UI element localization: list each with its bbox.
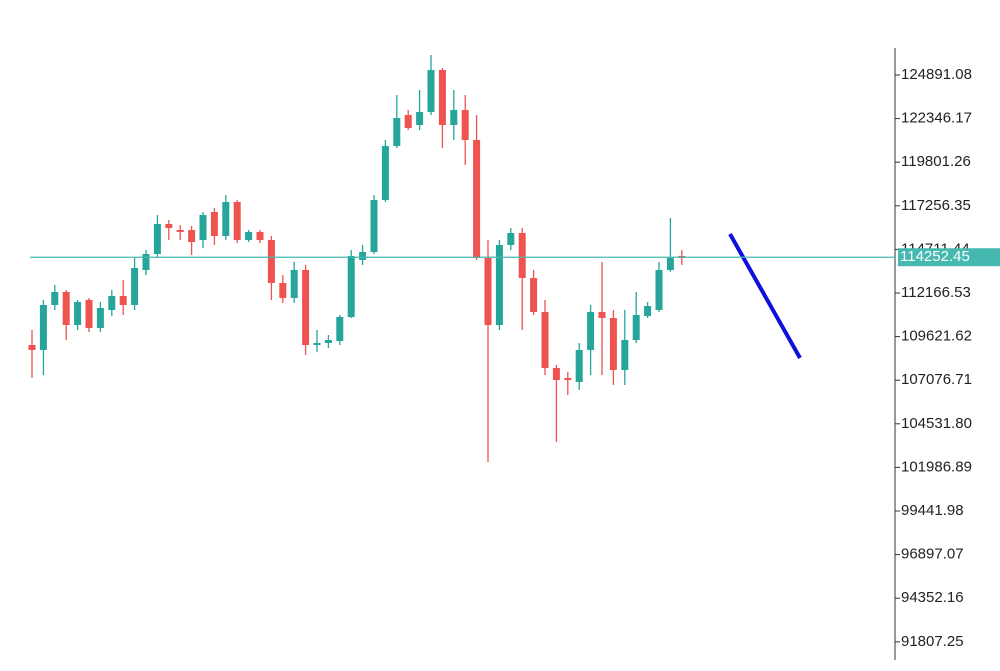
candle-body bbox=[416, 111, 424, 125]
y-tick-label: 104531.80 bbox=[901, 415, 972, 432]
candle-body bbox=[473, 139, 481, 258]
candle-body bbox=[142, 253, 150, 270]
candle-body bbox=[587, 311, 595, 351]
candle-body bbox=[165, 223, 173, 228]
candle-body bbox=[621, 340, 629, 370]
y-tick-label: 91807.25 bbox=[901, 633, 964, 650]
candle-body bbox=[279, 283, 287, 298]
candle-body bbox=[347, 256, 355, 317]
candle-body bbox=[153, 223, 161, 254]
candle-body bbox=[598, 311, 606, 319]
candle-body bbox=[96, 307, 104, 328]
trend-line bbox=[728, 233, 802, 359]
candle-body bbox=[245, 231, 253, 240]
candle-body bbox=[461, 109, 469, 140]
candle-body bbox=[370, 199, 378, 252]
y-tick-label: 124891.08 bbox=[901, 66, 972, 83]
y-tick-label: 119801.26 bbox=[901, 153, 971, 170]
candle-body bbox=[131, 267, 139, 305]
candle-body bbox=[85, 299, 93, 328]
y-tick-label: 109621.62 bbox=[901, 328, 972, 345]
candle-body bbox=[176, 229, 184, 232]
y-tick-label: 107076.71 bbox=[901, 371, 972, 388]
candle-body bbox=[188, 229, 196, 243]
candle-body bbox=[495, 245, 503, 325]
candle-body bbox=[438, 69, 446, 125]
last-price-box bbox=[898, 248, 1000, 267]
candle-body bbox=[404, 115, 412, 128]
candle-body bbox=[74, 302, 82, 325]
candle-body bbox=[507, 232, 515, 246]
candle-body bbox=[119, 296, 127, 305]
candle-body bbox=[222, 201, 230, 236]
y-tick-label: 94352.16 bbox=[901, 589, 964, 606]
candle-body bbox=[267, 239, 275, 284]
y-tick-label: 117256.35 bbox=[901, 197, 971, 214]
candle-body bbox=[518, 232, 526, 278]
candle-body bbox=[313, 342, 321, 346]
candle-body bbox=[666, 257, 674, 270]
candle-body bbox=[62, 291, 70, 325]
candle-body bbox=[450, 109, 458, 125]
candle-body bbox=[564, 378, 572, 381]
y-tick-label: 112166.53 bbox=[901, 284, 971, 301]
candle-body bbox=[427, 69, 435, 112]
candle-body bbox=[644, 305, 652, 316]
candle-body bbox=[632, 315, 640, 341]
candle-body bbox=[108, 296, 116, 311]
last-price-label: 114252.45 bbox=[900, 248, 970, 265]
candle-body bbox=[359, 251, 367, 260]
candle-body bbox=[324, 340, 332, 343]
candle-body bbox=[484, 257, 492, 325]
candle-body bbox=[302, 269, 310, 346]
candle-body bbox=[393, 117, 401, 146]
candle-body bbox=[655, 269, 663, 311]
candle-body bbox=[39, 304, 47, 351]
candle-body bbox=[541, 311, 549, 368]
candle-body bbox=[51, 291, 59, 305]
candle-body bbox=[233, 201, 241, 240]
candle-body bbox=[575, 350, 583, 382]
candle-body bbox=[336, 316, 344, 341]
candle-body bbox=[609, 318, 617, 370]
y-tick-label: 99441.98 bbox=[901, 502, 964, 519]
candle-body bbox=[530, 277, 538, 312]
y-tick-label: 122346.17 bbox=[901, 110, 972, 127]
y-tick-label: 101986.89 bbox=[901, 458, 972, 475]
candle-body bbox=[256, 231, 264, 240]
y-tick-label: 96897.07 bbox=[901, 546, 964, 563]
candle-body bbox=[28, 345, 36, 351]
candle-body bbox=[552, 367, 560, 381]
candle-body bbox=[381, 145, 389, 200]
candle-body bbox=[210, 211, 218, 236]
candle-body bbox=[290, 269, 298, 298]
candle-body bbox=[199, 215, 207, 240]
